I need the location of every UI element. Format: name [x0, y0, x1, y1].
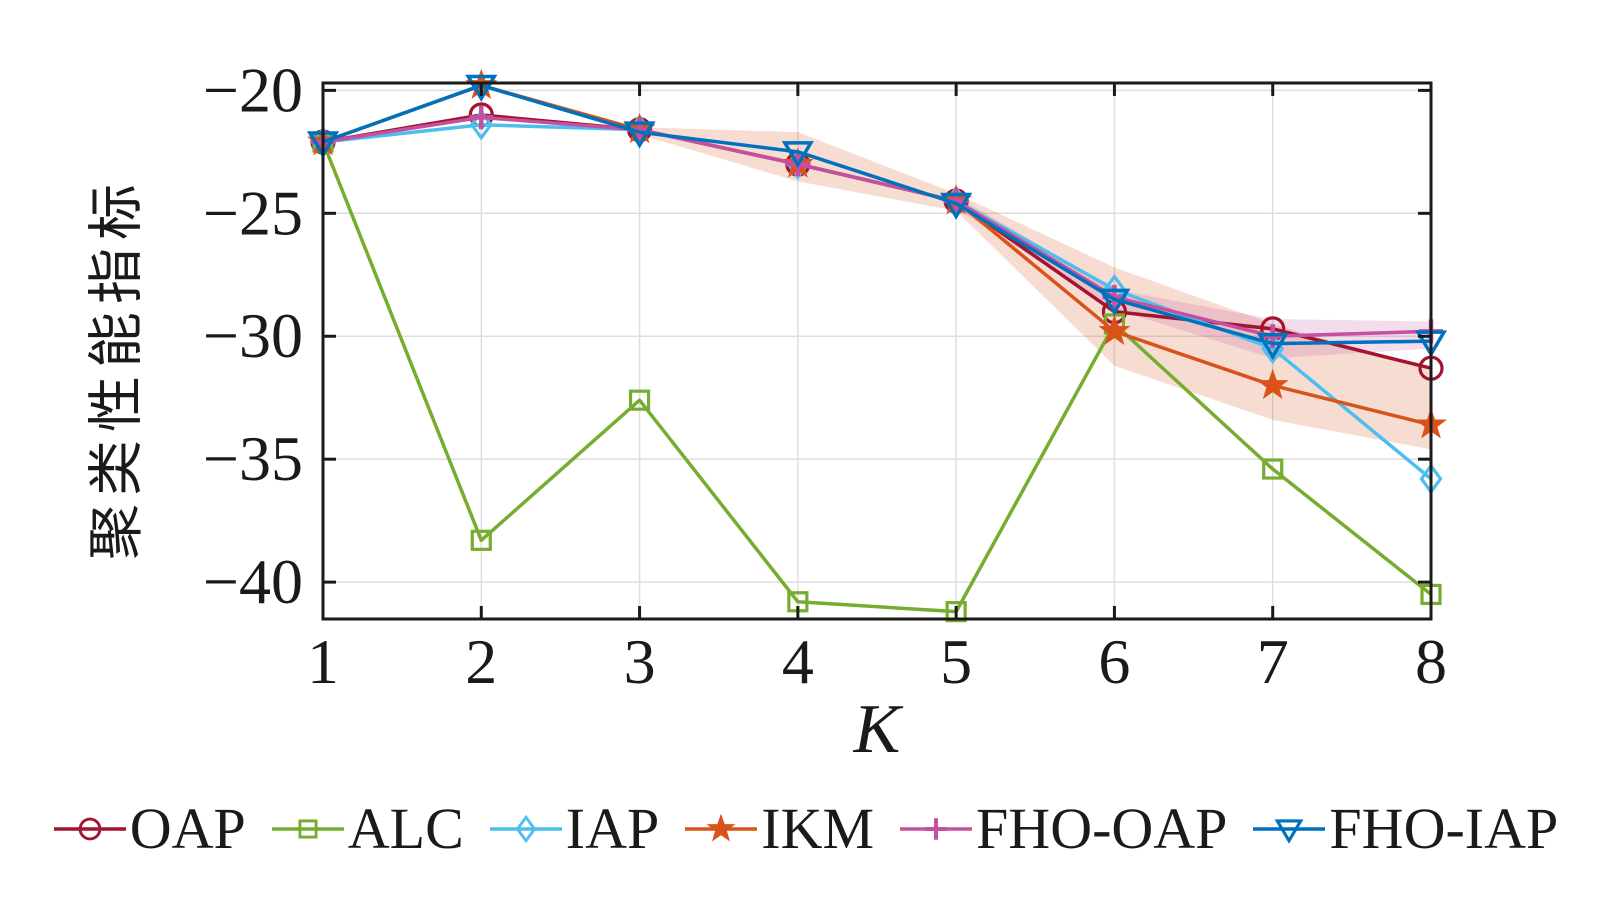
legend-item-iap: IAP: [488, 795, 659, 862]
y-tick-label: −20: [203, 54, 303, 125]
series-line-fho-iap: [322, 83, 1432, 346]
fho-iap-triangle-marker-icon: [1253, 818, 1326, 844]
series-line-fho-oap: [322, 115, 1432, 338]
diamond-marker-icon: [515, 814, 537, 843]
x-axis-label: K: [853, 691, 901, 768]
x-tick-label: 3: [624, 626, 656, 697]
star-marker-icon: [1256, 368, 1289, 400]
x-tick-label: 5: [940, 626, 972, 697]
oap-circle-marker-icon: [53, 817, 126, 840]
legend-label-fho-oap: FHO-OAP: [976, 796, 1228, 861]
legend-label-iap: IAP: [565, 796, 660, 861]
ikm-star-marker-icon: [685, 813, 758, 841]
series-line-alc: [321, 141, 1433, 614]
iap-diamond-marker-icon: [489, 814, 562, 843]
square-marker-icon: [628, 389, 651, 411]
legend-item-fho-oap: FHO-OAP: [898, 795, 1227, 862]
plus-marker-icon: [925, 817, 947, 840]
fho-oap-plus-marker-icon: [900, 817, 973, 840]
star-marker-icon: [706, 813, 736, 841]
legend-item-alc: ALC: [270, 795, 464, 862]
triangle-down-marker-icon: [781, 141, 814, 169]
legend-label-alc: ALC: [347, 796, 464, 861]
y-tick-label: −25: [203, 177, 303, 248]
legend-label-ikm: IKM: [761, 796, 875, 861]
x-tick-label: 7: [1257, 626, 1289, 697]
y-tick-label: −40: [203, 546, 303, 617]
triangle-down-marker-icon: [1098, 288, 1131, 316]
triangle-down-marker-icon: [623, 121, 656, 149]
x-tick-label: 6: [1098, 626, 1130, 697]
legend-item-oap: OAP: [52, 795, 246, 862]
star-marker-icon: [1098, 314, 1131, 345]
legend-label-fho-iap: FHO-IAP: [1329, 796, 1559, 861]
triangle-down-marker-icon: [940, 192, 973, 220]
square-marker-icon: [470, 529, 492, 551]
plus-marker-icon: [469, 105, 494, 130]
x-tick-label: 2: [465, 626, 497, 697]
square-marker-icon: [1262, 458, 1284, 480]
triangle-down-marker-icon: [1274, 818, 1304, 844]
y-tick-label: −30: [203, 300, 303, 371]
x-tick-label: 8: [1415, 626, 1447, 697]
legend-item-ikm: IKM: [683, 795, 874, 862]
y-axis-label: 聚类性能指标: [86, 176, 149, 560]
chart-legend: OAP ALC IAP IKM FHO-OAP FHO-IAP: [0, 795, 1610, 862]
legend-item-fho-iap: FHO-IAP: [1251, 795, 1558, 862]
y-tick-label: −35: [203, 423, 303, 494]
alc-square-marker-icon: [271, 818, 344, 839]
axes-box: [321, 81, 1433, 621]
confidence-band-ikm: [639, 127, 1431, 450]
square-marker-icon: [945, 601, 967, 623]
diamond-marker-icon: [469, 109, 493, 141]
x-tick-label: 1: [307, 626, 339, 697]
legend-label-oap: OAP: [129, 796, 246, 861]
triangle-down-marker-icon: [1256, 332, 1289, 361]
circle-marker-icon: [78, 817, 102, 840]
square-marker-icon: [298, 818, 318, 839]
triangle-down-marker-icon: [465, 74, 498, 102]
x-tick-label: 4: [782, 626, 814, 697]
